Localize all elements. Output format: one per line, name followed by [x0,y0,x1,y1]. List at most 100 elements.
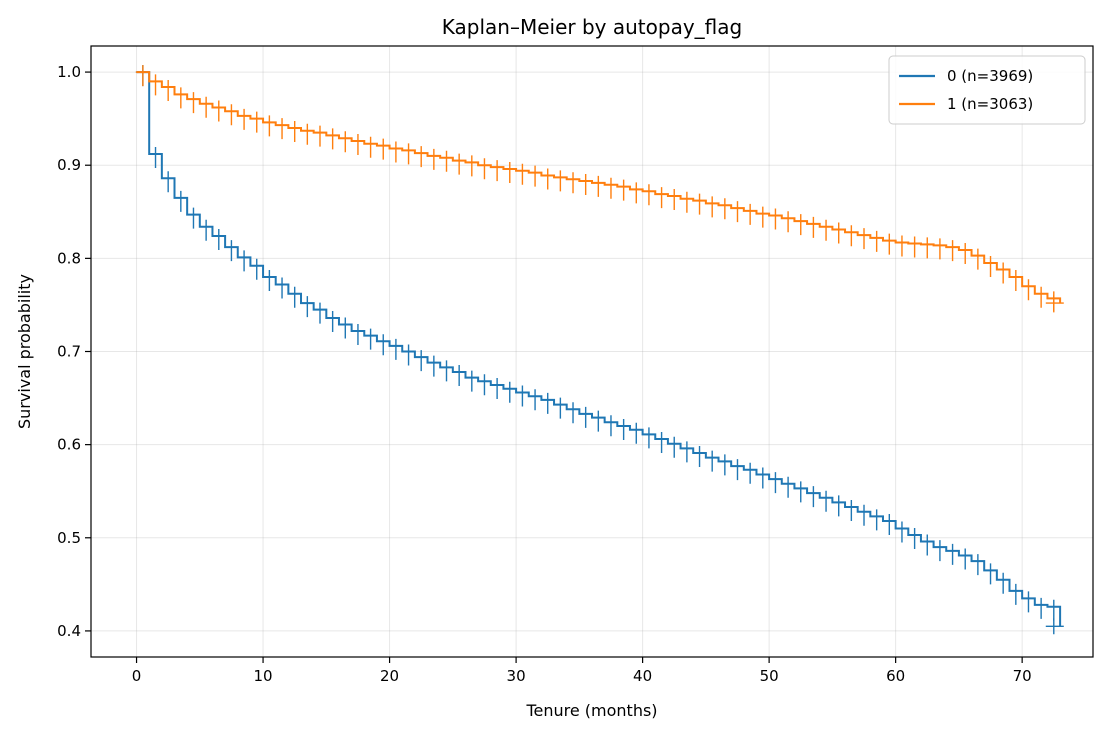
censor-marker [857,228,872,250]
censor-marker [717,454,732,476]
series-0 [135,65,1064,635]
y-tick-label: 1.0 [57,63,81,81]
censor-marker [262,115,277,137]
censor-marker [667,436,682,458]
censor-marker [717,198,732,220]
censor-marker [629,422,644,444]
x-axis-label: Tenure (months) [525,701,657,720]
censor-marker [894,235,909,257]
y-tick-label: 0.4 [57,622,81,640]
censor-marker [211,100,226,122]
x-tick-label: 30 [507,667,526,685]
censor-marker [528,389,543,411]
censor-marker [249,258,264,280]
censor-marker [920,237,935,259]
censor-marker [325,128,340,150]
censor-marker [768,472,783,494]
censor-marker [781,476,796,498]
censor-marker [515,385,530,407]
censor-marker [262,269,277,291]
censor-marker [363,136,378,158]
x-axis: 0 10 20 30 40 50 60 70 [132,657,1032,685]
y-tick-label: 0.9 [57,156,81,174]
censor-marker [806,216,821,238]
censor-marker [363,328,378,350]
censor-marker [161,171,176,193]
censor-marker [616,179,631,201]
censor-marker [540,392,555,414]
censor-marker [692,446,707,468]
censor-marker [237,108,252,130]
censor-marker [275,118,290,140]
x-tick-label: 20 [380,667,399,685]
censor-marker [983,256,998,278]
censor-marker [401,143,416,165]
censor-marker [490,160,505,182]
censor-marker [173,190,188,212]
censor-marker [414,350,429,372]
censor-marker [806,486,821,508]
censor-marker [920,534,935,556]
censor-marker [388,141,403,163]
censor-marker [679,191,694,213]
censor-marker [477,374,492,396]
censor-marker [325,310,340,332]
censor-marker [692,193,707,215]
censor-marker [578,406,593,428]
censor-marker [793,214,808,236]
censor-marker [148,147,163,169]
censor-marker [300,123,315,145]
censor-marker [464,155,479,177]
censor-marker [148,74,163,96]
censor-marker [528,165,543,187]
censor-marker [287,120,302,142]
censor-marker [629,182,644,204]
censor-marker [300,296,315,318]
censor-marker [312,125,327,147]
censor-marker [439,360,454,382]
censor-marker [958,548,973,570]
censor-marker [591,175,606,197]
y-tick-label: 0.7 [57,343,81,361]
censor-marker [401,344,416,366]
legend-entry-label: 1 (n=3063) [947,95,1033,113]
censor-marker [426,355,441,377]
series-1 [135,65,1064,313]
censor-marker [743,203,758,225]
censor-marker [477,158,492,180]
censor-marker [376,138,391,160]
censor-marker [705,196,720,218]
censor-marker [338,317,353,339]
legend: 0 (n=3969) 1 (n=3063) [888,55,1086,125]
censor-marker [894,521,909,543]
x-tick-label: 10 [254,667,273,685]
censor-marker [566,172,581,194]
censor-marker [173,87,188,109]
x-tick-label: 0 [132,667,142,685]
censor-marker [907,527,922,549]
censor-marker [350,134,365,156]
censor-marker [199,219,214,241]
censor-marker [186,207,201,229]
censor-marker [705,450,720,472]
censor-marker [882,514,897,536]
censor-marker [1021,279,1036,301]
censor-marker [907,236,922,258]
x-tick-label: 70 [1013,667,1032,685]
censor-marker [603,415,618,437]
censor-marker [1045,295,1064,312]
censor-marker [869,509,884,531]
censor-marker [490,378,505,400]
censor-marker [553,170,568,192]
censor-marker [224,240,239,262]
censor-marker [224,104,239,126]
censor-marker [730,459,745,481]
censor-marker [819,490,834,512]
censor-marker [591,410,606,432]
censor-marker [502,381,517,403]
censor-marker [553,397,568,419]
censor-marker [1034,597,1049,619]
censor-marker [287,286,302,308]
